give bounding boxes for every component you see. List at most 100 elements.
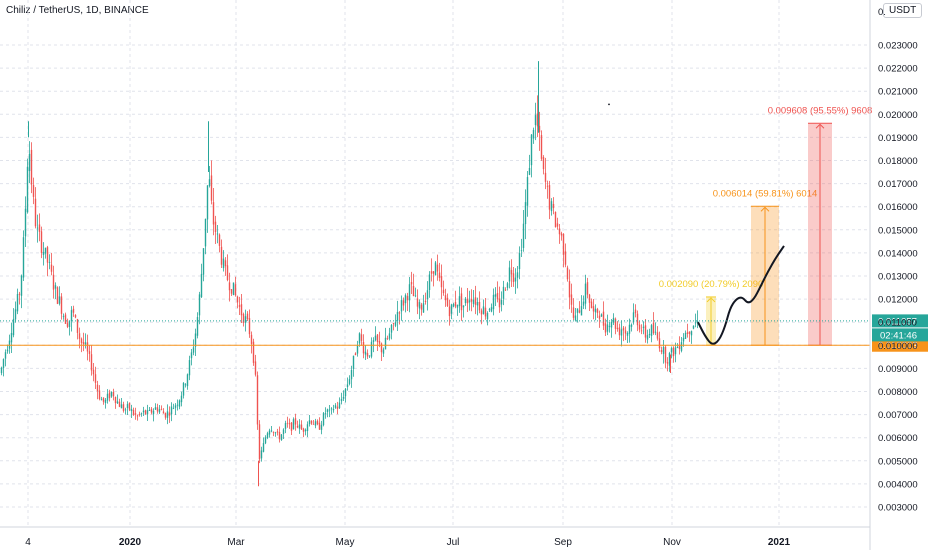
candle-body [108, 392, 111, 399]
candle-body [400, 300, 403, 312]
candle-body [316, 420, 319, 425]
candle-body [56, 287, 59, 304]
candle-body [674, 347, 677, 355]
candle-body [196, 317, 199, 336]
candle-body [466, 298, 469, 304]
y-tick-label: 0.013000 [878, 272, 918, 283]
candle-body [312, 423, 315, 425]
candle-body [594, 308, 597, 313]
candle-body [660, 349, 663, 353]
candle-body [126, 404, 129, 409]
candle-body [112, 392, 115, 397]
candle-body [544, 172, 547, 182]
candle-body [328, 409, 331, 411]
candle-body [456, 304, 459, 308]
projection-path [697, 245, 785, 345]
candle-body [32, 185, 35, 197]
candle-body [330, 408, 333, 410]
candle-body [346, 384, 349, 388]
candle-body [124, 409, 127, 411]
candle-body [458, 296, 461, 307]
candle-body [74, 315, 77, 318]
candle-body [668, 352, 671, 366]
candle-body [362, 341, 365, 354]
candle-body [676, 347, 679, 348]
candle-body [388, 333, 391, 339]
candle-body [632, 312, 635, 323]
candle-body [132, 409, 135, 415]
candle-body [692, 325, 695, 329]
candle-body [234, 284, 237, 296]
candle-body [616, 327, 619, 330]
candle-body [636, 313, 639, 326]
candle-body [628, 324, 631, 334]
candle-body [62, 316, 65, 317]
currency-button[interactable]: USDT [883, 3, 923, 18]
candle-body [68, 320, 71, 327]
candle-body [194, 333, 197, 347]
level-tag-label: 0.010003 [878, 341, 918, 352]
candle-body [320, 424, 323, 430]
candle-body [218, 234, 221, 246]
candle-body [336, 406, 339, 409]
candle-body [530, 134, 533, 166]
candle-body [360, 334, 363, 341]
candle-body [462, 305, 465, 308]
candle-body [638, 324, 641, 330]
candle-body [502, 286, 505, 299]
y-tick-label: 0.022000 [878, 64, 918, 75]
candle-body [526, 177, 529, 206]
candle-body [64, 314, 67, 324]
projection-curve [697, 245, 785, 345]
candle-body [128, 402, 131, 410]
candle-body [572, 307, 575, 318]
candle-body [116, 401, 119, 404]
candle-body [184, 384, 187, 386]
candle-body [314, 421, 317, 426]
candle-body [500, 299, 503, 305]
candle-body [30, 149, 33, 185]
candle-body [100, 399, 103, 401]
candle-body [390, 324, 393, 333]
candle-body [36, 227, 39, 229]
candle-body [52, 274, 55, 290]
candle-body [276, 431, 279, 433]
candle-body [350, 370, 353, 380]
y-tick-label: 0.005000 [878, 456, 918, 467]
x-tick-label: 4 [25, 537, 31, 548]
candle-body [28, 153, 31, 172]
candle-body [42, 251, 45, 255]
candle-body [86, 342, 89, 352]
candle-body [598, 315, 601, 319]
candle-body [140, 413, 143, 415]
candle-body [404, 295, 407, 304]
candle-body [408, 284, 411, 301]
measure-arrow-head [706, 297, 716, 303]
candle-body [550, 201, 553, 212]
candle-body [442, 289, 445, 294]
candle-body [274, 432, 277, 434]
candle-body [582, 301, 585, 306]
candle-body [240, 304, 243, 316]
candle-body [640, 330, 643, 332]
candle-body [490, 307, 493, 312]
candle-body [482, 306, 485, 314]
candle-body [528, 167, 531, 175]
candle-body [420, 304, 423, 310]
candle-body [268, 430, 271, 435]
candle-body [622, 327, 625, 331]
candle-body [244, 316, 247, 323]
candle-body [334, 405, 337, 408]
candle-body [412, 285, 415, 297]
candle-body [162, 411, 165, 414]
candle-body [546, 185, 549, 187]
candle-body [386, 338, 389, 340]
candle-body [332, 409, 335, 411]
candle-body [24, 208, 27, 237]
candle-body [566, 267, 569, 280]
candle-body [164, 413, 167, 418]
measure-arrow-head [760, 206, 770, 212]
candle-body [374, 335, 377, 341]
candle-body [650, 325, 653, 336]
